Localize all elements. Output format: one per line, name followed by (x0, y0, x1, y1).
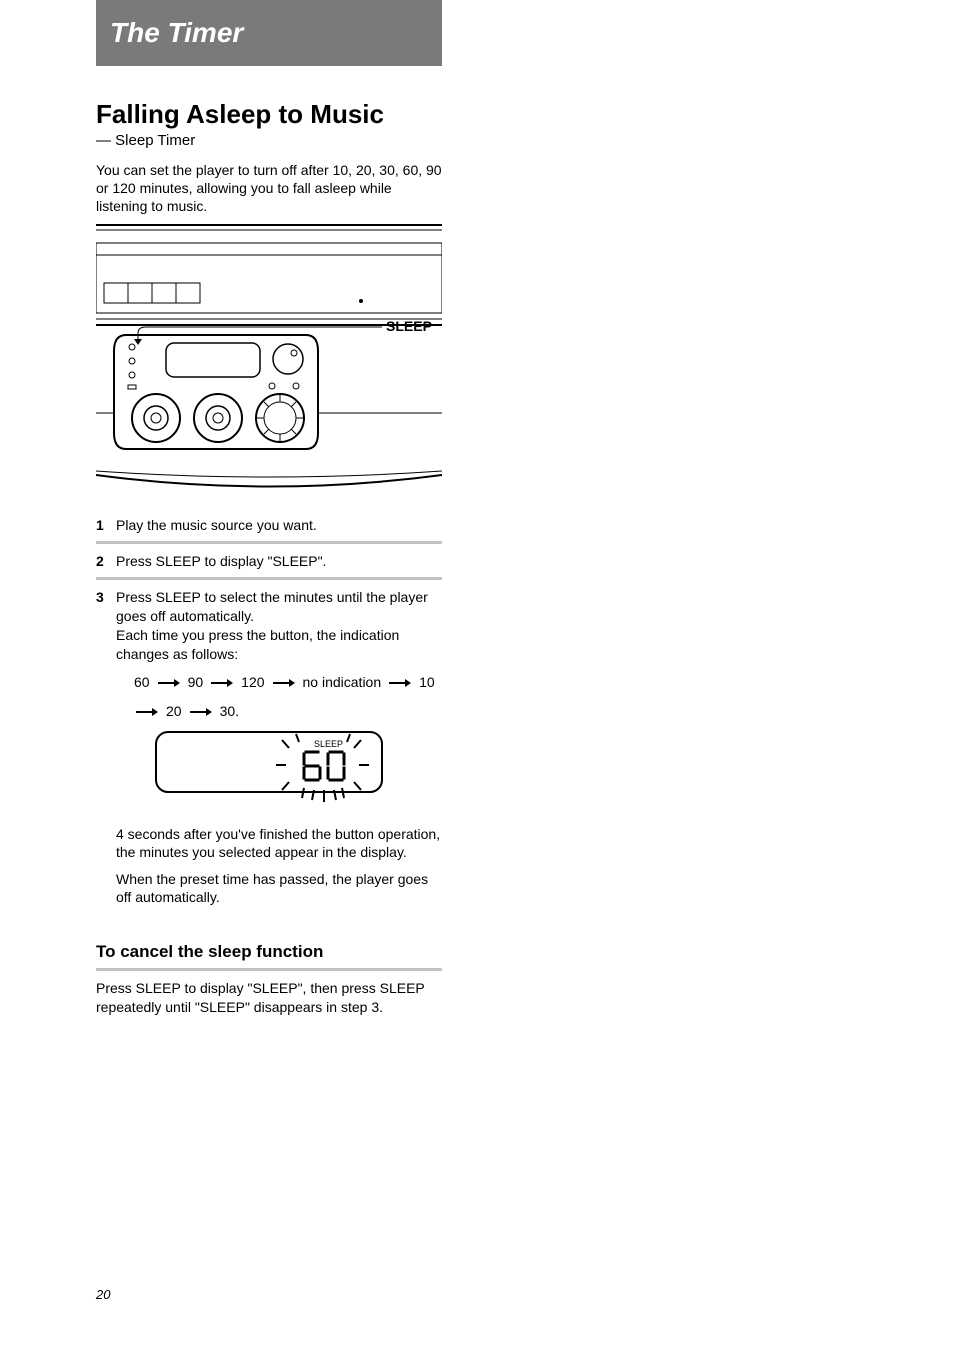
step-number: 3 (96, 588, 116, 664)
divider (96, 541, 442, 544)
section-header: The Timer (96, 0, 442, 66)
arrow-icon (156, 670, 182, 695)
section-title: The Timer (110, 17, 243, 49)
step-1: 1 Play the music source you want. (96, 516, 442, 535)
seq-item: no indication (303, 670, 382, 695)
cancel-text: Press SLEEP to display "SLEEP", then pre… (96, 979, 442, 1017)
step-text-line1: Press SLEEP to select the minutes until … (116, 589, 428, 624)
seq-item: 90 (188, 670, 204, 695)
after-text-2: When the preset time has passed, the pla… (116, 870, 442, 906)
step-number: 2 (96, 552, 116, 571)
display-sleep-label: SLEEP (314, 739, 343, 749)
page-content: Falling Asleep to Music — Sleep Timer Yo… (96, 100, 442, 1017)
step-3: 3 Press SLEEP to select the minutes unti… (96, 588, 442, 664)
intro-paragraph: You can set the player to turn off after… (96, 161, 442, 216)
step-text: Press SLEEP to display "SLEEP". (116, 552, 442, 571)
after-text-1: 4 seconds after you've finished the butt… (116, 825, 442, 861)
device-diagram: SLEEP (96, 223, 442, 498)
divider (96, 577, 442, 580)
arrow-icon (271, 670, 297, 695)
step-text: Press SLEEP to select the minutes until … (116, 588, 442, 664)
arrow-icon (387, 670, 413, 695)
page-title: Falling Asleep to Music (96, 100, 442, 130)
page-subtitle: — Sleep Timer (96, 132, 442, 149)
arrow-icon (134, 699, 160, 724)
step-text: Play the music source you want. (116, 516, 442, 535)
arrow-icon (209, 670, 235, 695)
lcd-display: SLEEP (154, 730, 384, 815)
seq-item: 60 (134, 670, 150, 695)
step-text-line2: Each time you press the button, the indi… (116, 627, 399, 662)
seq-item: 20 (166, 699, 182, 724)
seq-item: 30. (220, 699, 239, 724)
divider (96, 968, 442, 971)
step-2: 2 Press SLEEP to display "SLEEP". (96, 552, 442, 571)
diagram-sleep-label: SLEEP (386, 318, 432, 334)
page-number: 20 (96, 1287, 110, 1302)
cancel-heading: To cancel the sleep function (96, 942, 442, 962)
sleep-sequence: 60 90 120 no indication 10 20 30. (134, 670, 442, 724)
step-number: 1 (96, 516, 116, 535)
seq-item: 10 (419, 670, 435, 695)
arrow-icon (188, 699, 214, 724)
seq-item: 120 (241, 670, 264, 695)
